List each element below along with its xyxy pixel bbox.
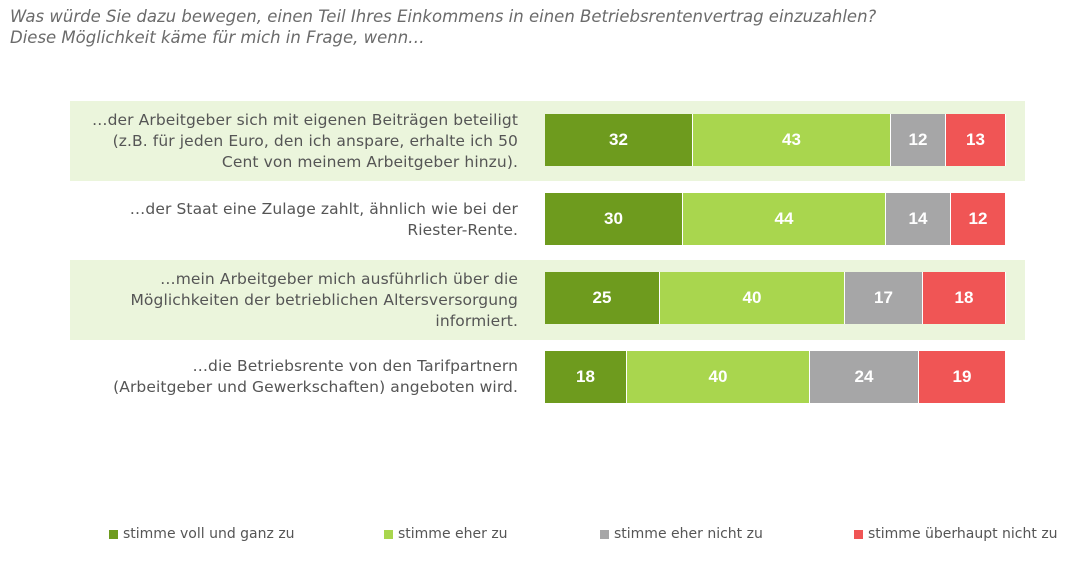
bar-segment: 19: [919, 351, 1006, 403]
legend-label: stimme eher zu: [398, 526, 508, 542]
category-label: …die Betriebsrente von den Tarifpartnern…: [113, 357, 518, 396]
chart-title-line-1: Was würde Sie dazu bewegen, einen Teil I…: [10, 7, 877, 26]
legend-label: stimme überhaupt nicht zu: [868, 526, 1058, 542]
legend-label: stimme voll und ganz zu: [123, 526, 295, 542]
category-label: …mein Arbeitgeber mich ausführlich über …: [130, 269, 518, 330]
bar-segment: 18: [923, 272, 1006, 324]
legend-item: stimme eher nicht zu: [600, 526, 763, 542]
bar-segment: 40: [627, 351, 810, 403]
bar-segment: 12: [951, 193, 1006, 245]
bar-segment: 24: [810, 351, 919, 403]
bar-segment: 13: [946, 114, 1006, 166]
chart-title: Was würde Sie dazu bewegen, einen Teil I…: [10, 6, 1060, 48]
legend-label: stimme eher nicht zu: [614, 526, 763, 542]
legend-item: stimme voll und ganz zu: [109, 526, 295, 542]
bar-segment: 40: [660, 272, 845, 324]
stacked-bar: 25 40 17 18: [545, 272, 1006, 324]
legend-item: stimme überhaupt nicht zu: [854, 526, 1058, 542]
bar-segment: 18: [545, 351, 627, 403]
legend-swatch: [384, 529, 393, 539]
bar-segment: 14: [886, 193, 951, 245]
category-label: …der Staat eine Zulage zahlt, ähnlich wi…: [129, 200, 518, 239]
legend-swatch: [854, 529, 863, 539]
stacked-bar: 32 43 12 13: [545, 114, 1006, 166]
bar-segment: 44: [683, 193, 886, 245]
legend-swatch: [600, 529, 609, 539]
stacked-bar: 30 44 14 12: [545, 193, 1006, 245]
category-label: …der Arbeitgeber sich mit eigenen Beiträ…: [91, 110, 518, 171]
bar-segment: 32: [545, 114, 693, 166]
bar-segment: 17: [845, 272, 923, 324]
bar-segment: 25: [545, 272, 660, 324]
bar-segment: 12: [891, 114, 946, 166]
legend-swatch: [109, 529, 118, 539]
chart-legend: stimme voll und ganz zu stimme eher zu sti…: [0, 526, 1072, 546]
bar-segment: 30: [545, 193, 683, 245]
legend-item: stimme eher zu: [384, 526, 508, 542]
stacked-bar: 18 40 24 19: [545, 351, 1006, 403]
bar-segment: 43: [693, 114, 891, 166]
chart-title-line-2: Diese Möglichkeit käme für mich in Frage…: [10, 28, 425, 47]
